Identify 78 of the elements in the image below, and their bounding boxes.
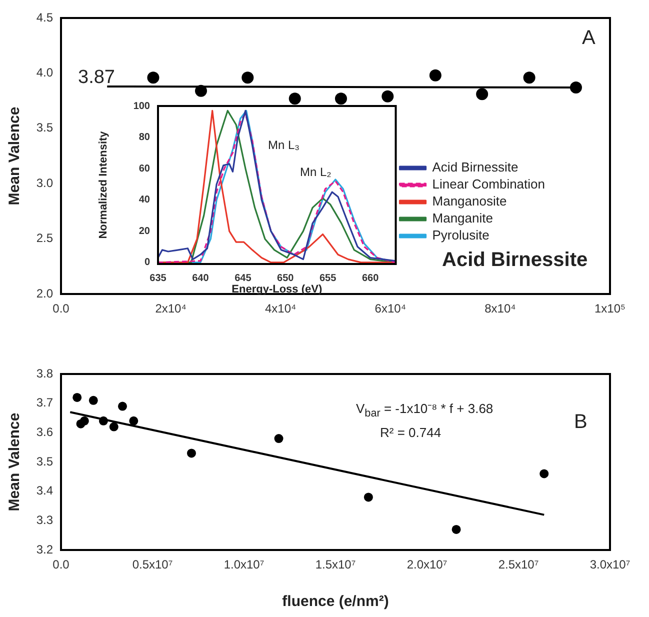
point xyxy=(429,69,442,82)
point xyxy=(364,492,373,502)
y-tick-label: 100 xyxy=(133,100,150,112)
annotation: Mn L₂ xyxy=(300,165,332,179)
x-tick-label: 0.0 xyxy=(52,302,70,316)
x-tick-label: 2.5x10⁷ xyxy=(498,558,539,572)
point xyxy=(570,82,582,94)
x-tick-label: 0.5x10⁷ xyxy=(132,558,173,572)
y-tick-label: 4.0 xyxy=(36,66,54,80)
legend-label: Pyrolusite xyxy=(432,228,490,243)
y-tick-label: 3.6 xyxy=(36,424,54,439)
y-tick-label: 80 xyxy=(138,132,150,144)
point xyxy=(382,90,394,102)
x-tick-label: 2x10⁴ xyxy=(155,302,186,316)
y-axis-title: Mean Valence xyxy=(6,106,24,206)
point xyxy=(476,88,488,100)
legend-label: Acid Birnessite xyxy=(432,160,518,175)
annotation: Acid Birnessite xyxy=(442,249,588,271)
point xyxy=(88,396,98,405)
x-axis-title: fluence (e/nm²) xyxy=(282,593,389,610)
y-tick-label: 4.5 xyxy=(36,10,54,24)
legend-label: Linear Combination xyxy=(432,176,545,192)
point xyxy=(72,392,82,402)
point xyxy=(194,84,207,97)
y-tick-label: 0 xyxy=(144,257,150,268)
point xyxy=(452,524,461,534)
point xyxy=(80,416,89,426)
point xyxy=(523,72,536,84)
point xyxy=(288,92,301,105)
x-tick-label: 640 xyxy=(192,272,210,284)
y-tick-label: 3.5 xyxy=(36,454,54,468)
annotation: V$_{bar}$ = -1x10⁻⁸ * f + 3.68 xyxy=(356,401,494,420)
point xyxy=(274,434,284,444)
point xyxy=(98,416,108,426)
x-tick-label: 4x10⁴ xyxy=(265,302,296,316)
y-axis-title: Mean Valence xyxy=(6,412,24,512)
y-tick-label: 3.4 xyxy=(36,484,54,498)
y-tick-label: 3.3 xyxy=(36,512,54,527)
y-tick-label: 40 xyxy=(138,194,150,206)
point xyxy=(118,402,127,411)
x-tick-label: 645 xyxy=(234,272,252,284)
x-tick-label: 0.0 xyxy=(52,558,70,572)
legend-label: Manganite xyxy=(432,210,493,226)
y-tick-label: 2.0 xyxy=(36,286,54,300)
annotation: R² = 0.744 xyxy=(380,425,442,440)
x-tick-label: 2.0x10⁷ xyxy=(406,558,448,572)
y-axis-title: Normalized Intensity xyxy=(98,130,110,239)
x-tick-label: 1.0x10⁷ xyxy=(224,558,264,572)
point xyxy=(540,469,549,478)
x-tick-label: 8x10⁴ xyxy=(484,302,516,316)
y-tick-label: 3.2 xyxy=(36,542,54,556)
annotation: A xyxy=(582,27,596,49)
x-tick-label: 660 xyxy=(362,272,380,284)
point xyxy=(242,72,254,84)
annotation: B xyxy=(574,411,588,433)
point xyxy=(109,422,118,432)
y-tick-label: 60 xyxy=(138,163,150,174)
point xyxy=(186,448,196,458)
x-tick-label: 3.0x10⁷ xyxy=(590,558,630,572)
x-tick-label: 655 xyxy=(319,272,337,284)
x-tick-label: 1.5x10⁷ xyxy=(315,558,356,572)
point xyxy=(129,416,138,426)
x-axis-title: Energy-Loss (eV) xyxy=(232,283,322,296)
y-tick-label: 3.5 xyxy=(36,120,54,135)
y-tick-label: 2.5 xyxy=(36,231,54,246)
point xyxy=(334,92,347,105)
legend-label: Manganosite xyxy=(432,194,507,209)
y-tick-label: 3.0 xyxy=(36,176,54,190)
point xyxy=(147,72,160,84)
annotation: Mn L₃ xyxy=(268,138,300,152)
y-tick-label: 3.8 xyxy=(36,366,54,380)
x-tick-label: 635 xyxy=(150,272,167,284)
y-tick-label: 3.7 xyxy=(36,396,54,410)
x-tick-label: 1x10⁵ xyxy=(594,302,626,316)
y-tick-label: 20 xyxy=(138,226,150,237)
x-tick-label: 6x10⁴ xyxy=(374,302,406,316)
x-tick-label: 650 xyxy=(277,272,294,284)
annotation: 3.87 xyxy=(78,67,115,88)
